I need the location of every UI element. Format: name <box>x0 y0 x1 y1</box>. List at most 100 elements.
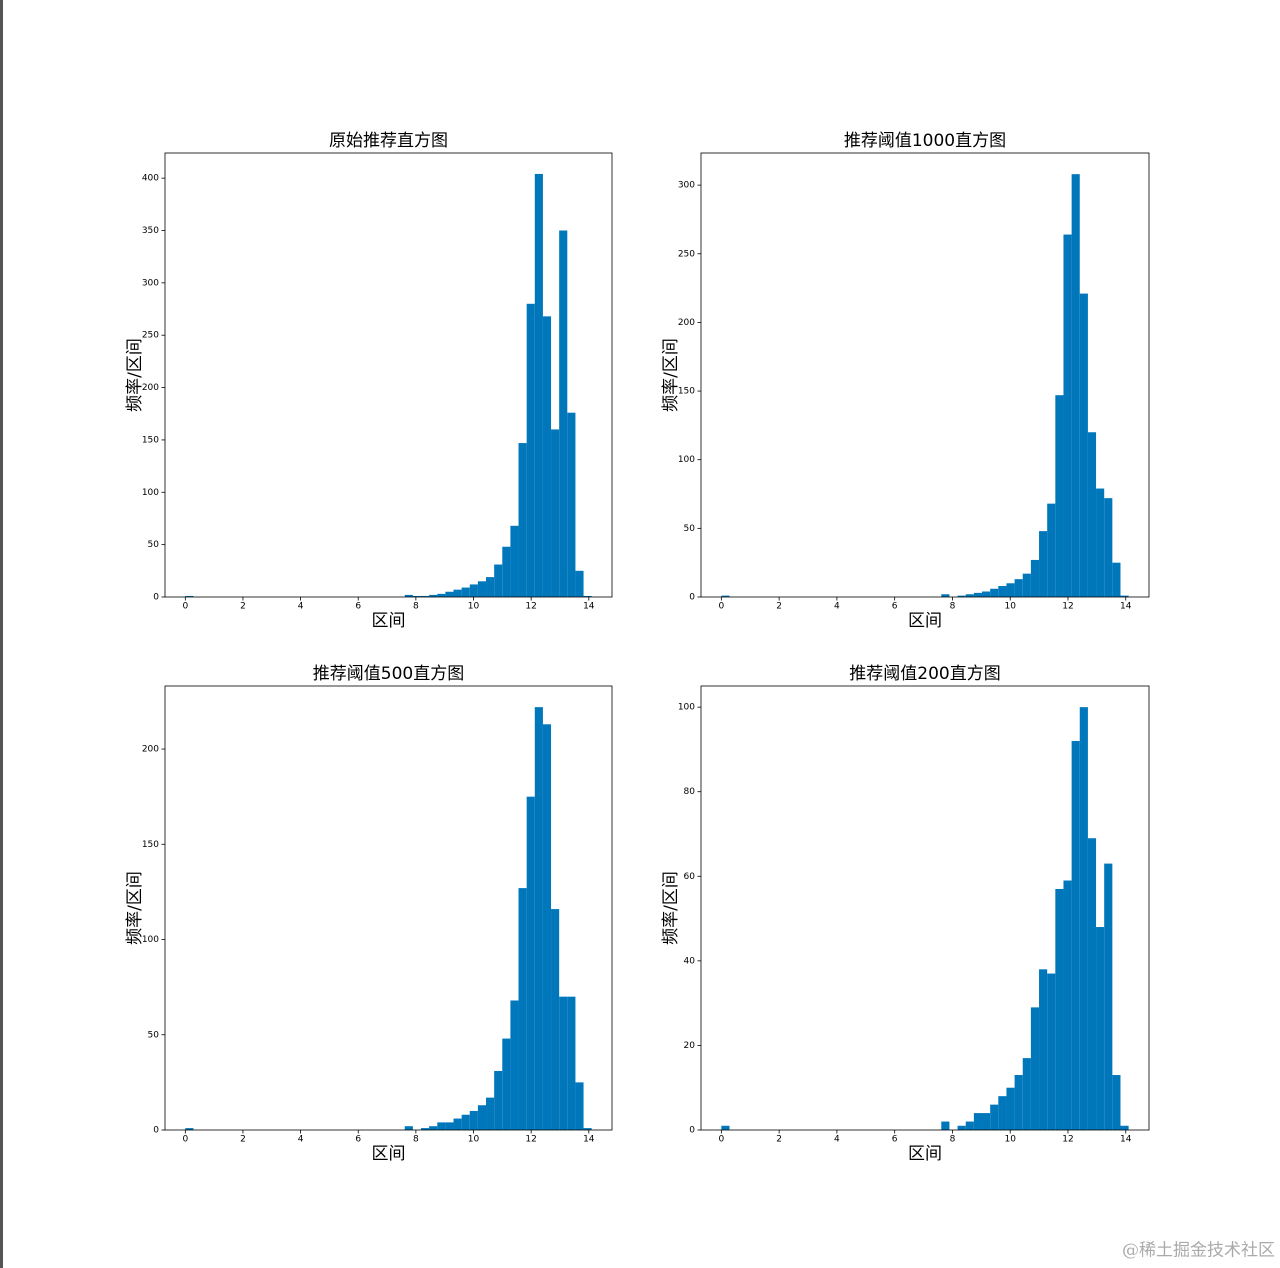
bar <box>583 595 592 597</box>
bar <box>1063 234 1072 597</box>
bar <box>1104 498 1113 597</box>
y-tick-label: 100 <box>678 703 695 713</box>
bar <box>1006 1087 1015 1130</box>
y-tick-label: 150 <box>142 840 159 850</box>
bar <box>1071 174 1080 597</box>
bar <box>437 1122 446 1130</box>
x-tick-label: 6 <box>892 602 898 612</box>
x-tick-label: 6 <box>355 1135 361 1145</box>
bar <box>1112 562 1121 597</box>
x-axis-label: 区间 <box>908 1144 942 1164</box>
bar <box>941 594 950 597</box>
bar <box>1112 1075 1121 1130</box>
x-axis-label: 区间 <box>372 611 406 631</box>
bar <box>453 1118 462 1130</box>
y-tick-label: 50 <box>684 524 696 534</box>
chart-title: 推荐阈值200直方图 <box>849 664 1000 684</box>
x-tick-label: 6 <box>355 602 361 612</box>
bar <box>494 564 503 597</box>
chart-title: 原始推荐直方图 <box>329 131 448 151</box>
axes-frame <box>700 152 1150 598</box>
bar <box>1079 707 1088 1130</box>
bar <box>185 1128 194 1130</box>
y-tick-label: 250 <box>142 331 159 341</box>
bar <box>1014 1075 1023 1130</box>
chart-title: 推荐阈值1000直方图 <box>844 131 1006 151</box>
bar <box>421 1128 430 1130</box>
x-tick-label: 0 <box>718 1135 724 1145</box>
bar <box>445 1122 454 1130</box>
bar <box>510 525 519 597</box>
bar <box>185 595 194 597</box>
y-tick-label: 0 <box>153 1126 159 1136</box>
bar <box>542 316 552 597</box>
bar <box>429 594 438 597</box>
bar <box>551 909 560 1130</box>
bar <box>518 443 527 597</box>
bar <box>998 1096 1007 1130</box>
x-tick-label: 4 <box>834 602 840 612</box>
y-tick-label: 200 <box>142 745 159 755</box>
bar <box>502 546 511 597</box>
bar <box>1030 559 1040 597</box>
subplot: 0 2 4 6 8 10 12 14 0 50 100 150 200 250 300 350 400 原始推荐直… <box>125 131 613 631</box>
axes-frame <box>164 152 613 598</box>
subplot: 0 2 4 6 8 10 12 14 0 50 100 150 200 250 300 推荐阈值1000直方图… <box>661 131 1150 631</box>
x-tick-label: 6 <box>892 1135 898 1145</box>
y-tick-label: 200 <box>678 318 695 328</box>
bar <box>510 1000 519 1130</box>
y-tick-label: 300 <box>678 181 695 191</box>
x-axis-label: 区间 <box>372 1144 406 1164</box>
x-tick-label: 10 <box>1004 602 1016 612</box>
x-tick-label: 14 <box>1120 602 1132 612</box>
figure: @稀土掘金技术社区 0 2 4 6 8 10 12 140501001502002503003… <box>125 131 1275 1261</box>
x-tick-label: 0 <box>718 602 724 612</box>
y-tick-label: 200 <box>142 383 159 393</box>
y-tick-label: 100 <box>142 935 159 945</box>
x-tick-label: 4 <box>834 1135 840 1145</box>
y-tick-label: 80 <box>684 787 696 797</box>
bar <box>575 570 584 597</box>
bar <box>583 1128 592 1130</box>
y-tick-label: 40 <box>684 956 696 966</box>
bar <box>437 593 446 597</box>
y-tick-label: 350 <box>142 226 159 236</box>
y-axis-label: 频率/区间 <box>125 338 145 412</box>
x-tick-label: 2 <box>240 602 246 612</box>
x-tick-label: 0 <box>182 1135 188 1145</box>
y-tick-label: 60 <box>684 872 696 882</box>
y-tick-label: 100 <box>142 488 159 498</box>
x-tick-label: 10 <box>1004 1135 1016 1145</box>
bar <box>1039 969 1048 1130</box>
x-tick-label: 2 <box>776 1135 782 1145</box>
x-tick-label: 12 <box>525 602 536 612</box>
y-tick-label: 300 <box>142 278 159 288</box>
x-axis-label: 区间 <box>908 611 942 631</box>
bar <box>1071 740 1080 1130</box>
bar <box>990 1104 999 1130</box>
y-axis-label: 频率/区间 <box>661 338 681 412</box>
bar <box>421 595 430 597</box>
bar <box>542 724 552 1130</box>
chart-title: 推荐阈值500直方图 <box>313 664 464 684</box>
bar <box>1087 432 1097 597</box>
bar <box>1079 293 1088 597</box>
bar <box>990 588 999 597</box>
bar <box>453 589 462 597</box>
bar <box>429 1126 438 1130</box>
bar <box>1006 583 1015 597</box>
bar <box>1022 1058 1031 1130</box>
x-tick-label: 2 <box>240 1135 246 1145</box>
bar <box>982 591 991 597</box>
bar <box>412 595 422 597</box>
y-tick-label: 20 <box>684 1041 696 1051</box>
bar <box>559 230 568 597</box>
x-tick-label: 14 <box>1120 1135 1132 1145</box>
bar <box>998 586 1007 597</box>
bar <box>575 1082 584 1130</box>
bar <box>1022 573 1031 597</box>
bar <box>1014 579 1023 597</box>
